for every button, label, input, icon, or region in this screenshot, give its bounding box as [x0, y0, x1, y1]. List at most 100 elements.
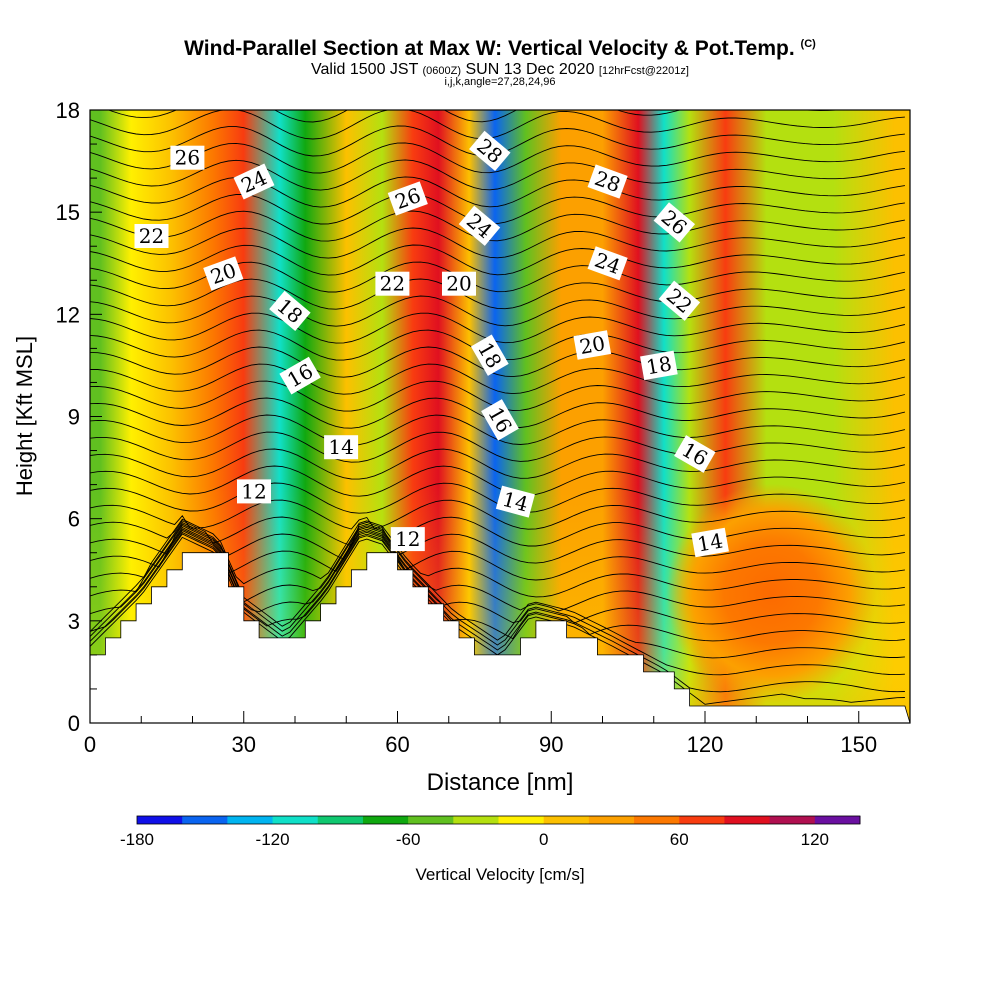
isentrope-line [90, 176, 905, 208]
isentrope-label-text: 18 [644, 351, 673, 379]
y-tick-label: 18 [56, 98, 80, 123]
colorbar-swatch [453, 816, 499, 824]
colorbar-tick-label: 60 [670, 830, 689, 849]
y-tick-label: 9 [68, 405, 80, 430]
isentrope-label: 12 [237, 479, 271, 504]
y-tick-label: 0 [68, 711, 80, 736]
isentrope-label-text: 26 [175, 146, 200, 170]
isentrope-label-box [390, 527, 425, 552]
isentrope-label-box [279, 356, 321, 395]
colorbar-swatch [137, 816, 183, 824]
isentrope-line [90, 346, 906, 378]
isentrope-label: 20 [203, 256, 244, 291]
y-tick-label: 15 [56, 200, 80, 225]
isentrope-label-text: 20 [578, 331, 607, 359]
colorbar-frame [136, 815, 861, 825]
colorbar-swatch [227, 816, 274, 824]
colorbar-tick-label: -180 [120, 830, 154, 849]
colorbar-swatch [724, 816, 771, 824]
isentrope-label-box [653, 202, 696, 243]
colorbar-swatch [634, 816, 680, 824]
isentrope-label: 22 [375, 271, 410, 296]
x-tick-label: 120 [687, 732, 724, 757]
colorbar-swatch [182, 816, 228, 824]
isentrope-label: 14 [691, 527, 729, 558]
isentrope-label-box [658, 280, 701, 321]
isentrope-label-text: 22 [139, 224, 164, 248]
colorbar-swatch [588, 816, 635, 824]
isentrope-label-box [587, 246, 628, 281]
x-tick-label: 90 [539, 732, 563, 757]
isentrope-line [90, 516, 905, 547]
isentrope-label-text: 14 [328, 435, 353, 459]
isentrope-line [90, 312, 906, 344]
y-tick-label: 6 [68, 507, 80, 532]
isentrope-label-box [495, 485, 535, 518]
isentrope-label-box [481, 399, 519, 441]
chart-title: Wind-Parallel Section at Max W: Vertical… [0, 37, 1000, 61]
axes: 0 30 60 90 120 150 0 3 6 9 12 15 18 [56, 98, 911, 757]
isentrope-label-box [691, 527, 729, 558]
isentrope-label: 18 [640, 350, 678, 381]
isentrope-line [90, 295, 906, 327]
forecast-info: [12hrFcst@2201z] [598, 65, 689, 77]
isentrope-label: 22 [134, 224, 169, 248]
y-tick-label: 3 [68, 609, 80, 634]
isentrope-label-box [442, 271, 476, 296]
isentrope-line [90, 448, 906, 480]
y-axis-label: Height [Kft MSL] [12, 336, 37, 496]
x-tick-label: 0 [84, 732, 96, 757]
isentrope-label-text: 14 [695, 528, 724, 556]
isentrope-line [107, 110, 842, 123]
isentrope-line [90, 414, 906, 446]
isentrope-label-text: 12 [241, 479, 266, 503]
isentrope-label: 12 [390, 527, 425, 552]
colorbar-swatch [272, 816, 319, 824]
chart-title-text: Wind-Parallel Section at Max W: Vertical… [184, 37, 795, 60]
x-tick-label: 150 [840, 732, 877, 757]
isentrope-label-box [203, 256, 244, 291]
isentrope-label-box [387, 181, 428, 216]
x-tick-label: 60 [385, 732, 409, 757]
colorbar: -180 -120 -60 0 60 120 [120, 815, 861, 849]
terrain-profile [90, 552, 910, 723]
isentrope-label-box [469, 130, 511, 172]
isentrope-label-text: 20 [446, 272, 471, 296]
isentrope-label-text: 22 [380, 272, 405, 296]
colorbar-tick-label: 120 [801, 830, 829, 849]
isentrope-label-box [587, 164, 628, 199]
isentrope-label-box [375, 271, 410, 296]
isentrope-label-box [233, 163, 275, 200]
colorbar-tick-label: -120 [256, 830, 290, 849]
colorbar-tick-label: 0 [539, 830, 548, 849]
isentrope-line [90, 431, 906, 463]
isentrope-label-box [458, 205, 501, 246]
x-axis-label: Distance [nm] [427, 769, 574, 796]
isentrope-label: 20 [442, 271, 476, 296]
isentrope-label-text: 12 [395, 527, 420, 551]
valid-time-utc: (0600Z) [422, 65, 462, 77]
y-tick-label: 12 [56, 302, 80, 327]
colorbar-swatch [679, 816, 725, 824]
colorbar-swatch [498, 816, 545, 824]
colorbar-swatch [543, 816, 590, 824]
terrain [90, 552, 910, 723]
colorbar-swatch [317, 816, 364, 824]
isentrope-label-box [170, 145, 205, 170]
valid-date: SUN 13 Dec 2020 [465, 61, 595, 78]
isentrope-label-box [470, 334, 509, 376]
isentrope-label-box [237, 479, 271, 504]
isentrope-line [90, 159, 905, 191]
colorbar-swatch [769, 816, 816, 824]
copyright-mark: (C) [800, 38, 816, 50]
isentrope-label: 20 [573, 330, 612, 360]
isentrope-line [90, 363, 906, 395]
isentrope-label-box [134, 224, 169, 248]
isentrope-line [90, 499, 905, 530]
isentrope-label-box [269, 290, 311, 332]
isentrope-line [90, 193, 905, 225]
isentrope-line [90, 210, 905, 242]
isentrope-label: 24 [587, 246, 628, 281]
x-tick-label: 30 [232, 732, 256, 757]
